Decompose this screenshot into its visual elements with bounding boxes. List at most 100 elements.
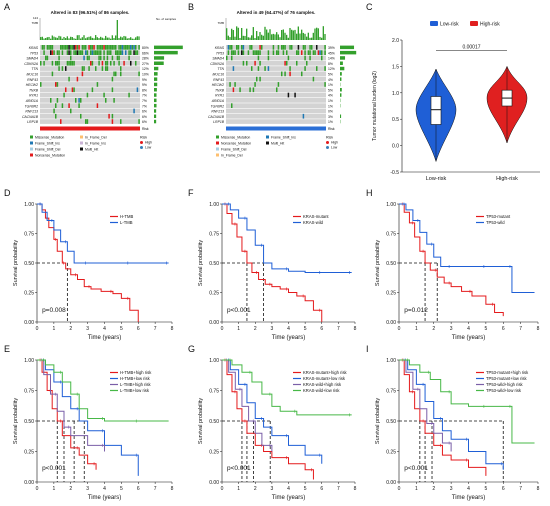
mutation-cell — [50, 50, 52, 55]
tmb-bar — [302, 32, 304, 40]
mutation-cell — [60, 45, 62, 50]
mutation-cell — [110, 50, 112, 55]
percent-label: 27% — [142, 62, 149, 66]
mutation-cell — [70, 45, 72, 50]
mutation-cell — [118, 60, 120, 66]
tmb-bar — [128, 38, 130, 40]
mutation-cell — [106, 66, 109, 71]
y-axis-label: Survival probability — [375, 240, 381, 286]
tmb-bar — [106, 37, 108, 40]
y-tick-label: 0.75 — [24, 389, 34, 395]
mutation-cell — [55, 60, 57, 66]
x-tick-label: 4 — [287, 326, 290, 332]
mutation-cell — [281, 71, 283, 77]
x-tick-label: 6 — [137, 486, 140, 492]
legend-label: KRAS-mutant+low risk — [303, 376, 346, 381]
legend-swatch — [266, 141, 269, 145]
mutation-cell — [81, 71, 84, 77]
legend-mutation-label: Frame_Shift_Del — [221, 148, 247, 152]
mutation-cell — [86, 119, 89, 124]
legend-swatch — [216, 135, 219, 139]
mutation-cell — [61, 45, 64, 50]
gene-label: RYR1 — [29, 94, 38, 98]
y-tick-label: 0.25 — [386, 450, 396, 456]
legend-label: TP53-mutant+high risk — [486, 370, 529, 375]
mutation-cell — [267, 50, 270, 55]
risk-bar-label: Risk — [142, 127, 149, 131]
mutation-cell — [316, 66, 318, 71]
gene-row-bg — [226, 45, 326, 50]
survival-curve — [399, 203, 535, 293]
survival-curve — [37, 203, 139, 322]
x-tick-label: 7 — [519, 486, 522, 492]
tmb-bar — [60, 36, 62, 40]
y-tick-label: 1.00 — [24, 202, 34, 208]
violin-chart-C: -0.5 0.0 0.5 1.0 1.5 2.0 Tumor mutational burd… — [372, 21, 540, 182]
mutation-cell — [111, 55, 114, 61]
mutation-cell — [73, 87, 75, 93]
tmb-bar — [279, 37, 281, 40]
tmb-bar — [116, 20, 118, 40]
tmb-bar — [271, 34, 273, 40]
x-tick-label: 2 — [254, 486, 257, 492]
tmb-bar — [294, 29, 296, 40]
mutation-cell — [234, 50, 236, 55]
mutation-cell — [86, 50, 89, 55]
legend-swatch — [30, 147, 33, 151]
x-tick-label: 3 — [86, 486, 89, 492]
legend-mutation-label: Nonsense_Mutation — [221, 142, 251, 146]
gene-freq-bar — [340, 56, 346, 60]
y-tick-label: 0.75 — [386, 232, 396, 238]
tmb-bar — [261, 34, 263, 40]
gene-label: TP53 — [216, 51, 224, 55]
percent-label: 12% — [142, 67, 149, 71]
mutation-cell — [106, 60, 109, 66]
percent-label: 4% — [328, 78, 333, 82]
km-chart-F: 0.00 0.25 0.50 0.75 1.00 0 1 2 3 4 5 6 7 8 Time (years… — [198, 202, 357, 341]
percent-label: 45% — [328, 51, 335, 55]
mutation-cell — [83, 66, 85, 71]
mutation-cell — [324, 50, 326, 55]
risk-bar-label: Risk — [328, 127, 335, 131]
gene-freq-bar — [154, 88, 157, 92]
survival-curve — [222, 203, 352, 273]
mutation-cell — [88, 45, 90, 50]
legend-swatch — [80, 135, 83, 139]
mutation-cell — [297, 50, 300, 55]
legend-mutation-label: Frame_Shift_Del — [35, 148, 61, 152]
mutation-cell — [55, 82, 57, 87]
mutation-cell — [113, 60, 115, 66]
tmb-bar — [292, 30, 294, 40]
mutation-cell — [130, 60, 132, 66]
x-tick-label: 3 — [450, 486, 453, 492]
legend-label: TP53-wild+high risk — [486, 382, 524, 387]
mutation-cell — [80, 98, 82, 103]
mutation-cell — [121, 45, 124, 50]
survival-curve — [37, 203, 169, 264]
gene-freq-bar — [154, 61, 164, 65]
mutation-cell — [60, 119, 62, 124]
x-tick-label: 4 — [287, 486, 290, 492]
mutation-cell — [282, 45, 285, 50]
tmb-bar — [256, 31, 258, 40]
mutation-cell — [227, 50, 230, 55]
mutation-cell — [254, 60, 256, 66]
gene-label: RNF43 — [27, 78, 38, 82]
km-chart-I: 0.00 0.25 0.50 0.75 1.00 0 1 2 3 4 5 6 7 8 Time (years… — [375, 358, 540, 501]
x-tick-label: 7 — [337, 486, 340, 492]
mutation-cell — [73, 60, 75, 66]
tmb-bar — [55, 37, 57, 40]
mutation-cell — [95, 66, 97, 71]
tmb-bar — [299, 33, 301, 40]
mutation-cell — [58, 66, 60, 71]
legend-label: L-TMB — [120, 220, 133, 225]
mutation-cell — [81, 45, 84, 50]
x-axis-label: Time (years) — [272, 335, 305, 341]
mutation-cell — [101, 66, 104, 71]
mutation-cell — [247, 50, 250, 55]
x-tick-label: 3 — [86, 326, 89, 332]
mutation-cell — [301, 50, 303, 55]
x-tick-label: 8 — [171, 486, 174, 492]
mutation-cell — [115, 45, 117, 50]
legend-swatch — [30, 153, 33, 157]
